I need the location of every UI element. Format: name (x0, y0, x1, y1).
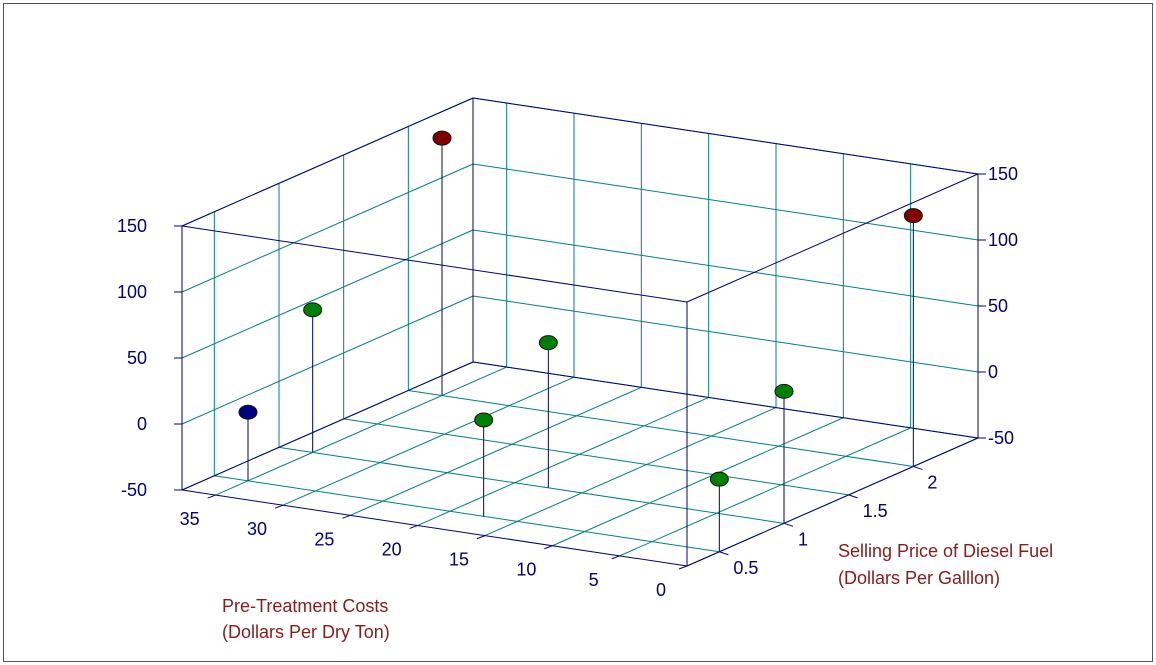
axis-edge-line (181, 489, 688, 567)
x-tick-label: 20 (382, 539, 402, 559)
x-tick-label: 0 (656, 580, 666, 600)
wall-grid-line-horizontal (472, 295, 979, 373)
x-tick-label: 15 (449, 550, 469, 570)
data-point-green (303, 302, 323, 318)
wall-grid-line-horizontal (472, 163, 979, 241)
z-tick-label-right: 100 (988, 230, 1018, 250)
x-tick-label: 25 (314, 529, 334, 549)
floor-grid-line-y (408, 389, 914, 467)
x-tick-mark (544, 545, 553, 550)
z-tick-label-right: -50 (988, 428, 1014, 448)
data-points (238, 130, 923, 487)
data-point-green (538, 335, 558, 351)
axis-edge-line (472, 97, 979, 175)
floor-grid-line-x (484, 407, 777, 537)
y-tick-mark (719, 551, 729, 556)
grid-lines (181, 97, 979, 567)
axis-frame (181, 97, 979, 567)
side-grid-line-horizontal (181, 163, 474, 293)
axis-edge-line (472, 361, 979, 439)
data-point-blue (238, 404, 258, 420)
drop-lines (247, 138, 914, 552)
data-point-red (432, 130, 452, 146)
wall-grid-line-horizontal (472, 229, 979, 307)
chart-frame (3, 3, 1153, 662)
z-tick-label-right: 0 (988, 362, 998, 382)
floor-grid-line-x (350, 386, 642, 516)
x-tick-mark (611, 555, 620, 560)
z-tick-label-right: 50 (988, 296, 1008, 316)
y-axis-title-line1: Selling Price of Diesel Fuel (838, 541, 1053, 561)
side-grid-line-horizontal (181, 229, 474, 359)
axis-edge-line (181, 97, 474, 227)
side-grid-line-horizontal (181, 295, 474, 425)
axis-edge-line (686, 437, 979, 567)
floor-grid-line-x (619, 427, 911, 557)
x-tick-mark (274, 504, 284, 509)
y-tick-mark (783, 522, 794, 527)
axis-edge-line (686, 173, 979, 303)
floor-grid-line-y (214, 475, 720, 553)
y-axis-title-line2: (Dollars Per Galllon) (838, 568, 1000, 588)
axis-edge-line (181, 361, 474, 491)
y-tick-label: 1.5 (863, 501, 888, 521)
data-point-green (709, 471, 729, 487)
x-tick-label: 10 (516, 560, 536, 580)
floor-grid-line-x (552, 417, 844, 547)
y-tick-label: 1 (798, 529, 808, 549)
x-tick-mark (678, 565, 688, 570)
x-axis-title-line1: Pre-Treatment Costs (222, 596, 388, 616)
z-tick-label-right: 150 (988, 164, 1018, 184)
axis-edge-line (181, 225, 688, 303)
floor-grid-line-x (417, 397, 709, 526)
x-tick-label: 35 (180, 509, 200, 529)
y-tick-mark (848, 494, 858, 499)
x-tick-mark (342, 514, 351, 519)
z-tick-label-left: 150 (117, 216, 147, 236)
y-tick-label: 2 (927, 472, 937, 492)
x-tick-mark (409, 524, 418, 529)
z-tick-label-left: -50 (121, 480, 147, 500)
x-tick-mark (207, 494, 216, 499)
x-tick-label: 5 (589, 570, 599, 590)
z-tick-label-left: 100 (117, 282, 147, 302)
data-point-green (474, 412, 494, 428)
x-axis-title-line2: (Dollars Per Dry Ton) (222, 622, 390, 642)
z-tick-label-left: 50 (127, 348, 147, 368)
floor-grid-line-y (343, 418, 849, 496)
y-tick-mark (913, 465, 923, 470)
z-tick-label-left: 0 (137, 414, 147, 434)
x-tick-label: 30 (247, 519, 267, 539)
floor-grid-line-y (278, 446, 785, 524)
axis-titles: Pre-Treatment Costs (Dollars Per Dry Ton… (222, 541, 1053, 642)
floor-grid-line-x (282, 376, 575, 506)
x-tick-mark (476, 535, 486, 540)
data-point-green (774, 383, 794, 399)
y-tick-label: 0.5 (733, 558, 758, 578)
tick-labels: 353025201510500.511.52150150100100505000… (117, 164, 1018, 600)
floor-grid-line-x (215, 366, 507, 496)
data-point-red (903, 208, 923, 224)
